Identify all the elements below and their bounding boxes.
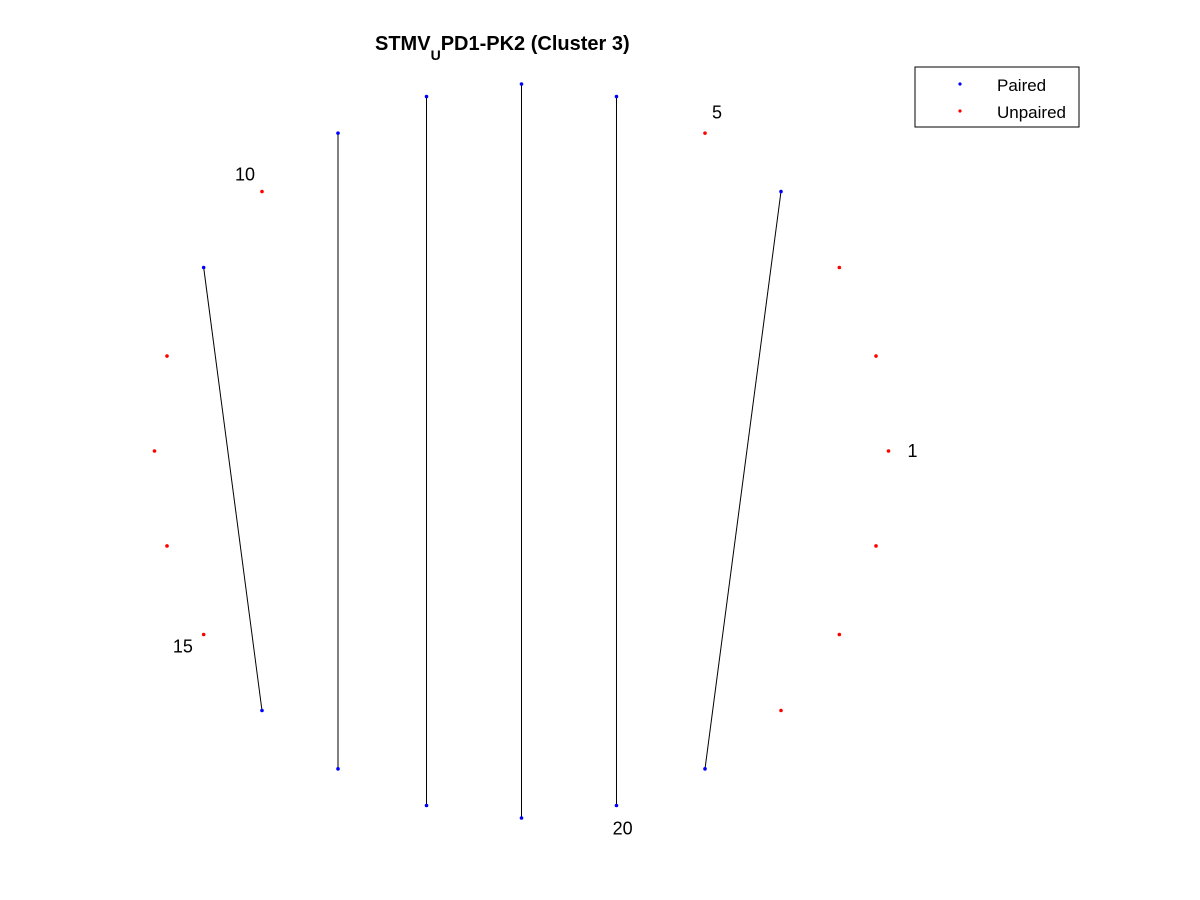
unpaired-point-24	[874, 544, 878, 548]
unpaired-point-2	[874, 354, 878, 358]
unpaired-point-5	[703, 131, 707, 135]
paired-point-11	[201, 265, 206, 270]
position-label-10: 10	[235, 165, 255, 185]
pair-line-11-16	[203, 267, 263, 711]
unpaired-point-23	[837, 632, 842, 637]
paired-point-9	[336, 131, 340, 135]
pair-lines	[203, 84, 782, 818]
unpaired-point-10	[260, 189, 264, 194]
unpaired-point-12	[165, 354, 169, 358]
paired-point-6	[614, 94, 619, 99]
title-subscript: U	[431, 47, 441, 63]
position-label-20: 20	[613, 819, 633, 839]
legend-box	[914, 66, 1080, 128]
title-main: STMV	[375, 33, 431, 55]
paired-point-8	[424, 94, 429, 99]
unpaired-point-3	[837, 265, 842, 270]
pair-line-4-21	[704, 191, 782, 769]
paired-point-16	[260, 708, 264, 713]
position-label-15: 15	[173, 637, 193, 657]
unpaired-point-1	[886, 449, 891, 453]
paired-point-17	[336, 767, 340, 771]
paired-point-19	[519, 816, 524, 820]
unpaired-point-22	[779, 708, 783, 713]
legend-unpaired-marker	[958, 109, 962, 113]
paired-point-20	[614, 803, 619, 808]
paired-point-4	[779, 189, 783, 194]
plot-title: STMVUPD1-PK2 (Cluster 3)	[375, 33, 630, 63]
legend-paired-marker	[958, 82, 962, 86]
legend-unpaired-label: Unpaired	[997, 103, 1066, 122]
paired-point-18	[424, 803, 429, 808]
paired-point-7	[519, 82, 524, 86]
position-points	[152, 82, 891, 820]
unpaired-point-14	[165, 544, 169, 548]
unpaired-point-15	[201, 632, 206, 637]
position-label-5: 5	[712, 102, 722, 122]
position-label-1: 1	[907, 441, 917, 461]
title-rest: PD1-PK2 (Cluster 3)	[441, 33, 630, 55]
paired-point-21	[703, 767, 707, 771]
unpaired-point-13	[152, 449, 157, 453]
legend: Paired Unpaired	[914, 66, 1080, 128]
legend-paired-label: Paired	[997, 76, 1046, 95]
